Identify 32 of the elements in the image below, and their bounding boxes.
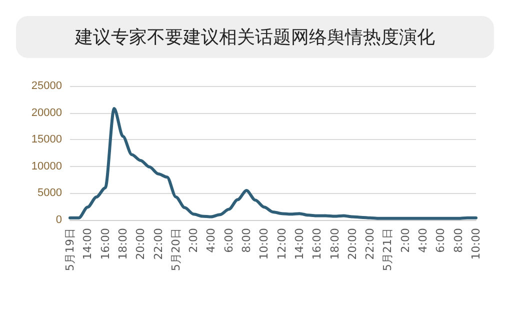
x-tick-label: 18:00 (328, 228, 342, 260)
x-tick-label: 20:00 (346, 228, 359, 260)
y-tick-label: 15000 (31, 134, 62, 146)
x-tick-label: 6:00 (434, 228, 448, 253)
x-tick-label: 14:00 (292, 228, 306, 260)
x-tick-label: 8:00 (452, 228, 465, 253)
x-tick-label: 16:00 (98, 228, 112, 260)
x-tick-label: 10:00 (470, 228, 482, 260)
x-tick-label: 22:00 (364, 228, 377, 260)
x-tick-label: 14:00 (81, 228, 94, 260)
x-tick-label: 6:00 (222, 228, 236, 253)
x-tick-label: 5月20日 (169, 228, 182, 271)
x-tick-label: 12:00 (275, 228, 288, 260)
x-tick-label: 2:00 (398, 228, 412, 253)
chart-title: 建议专家不要建议相关话题网络舆情热度演化 (16, 16, 494, 58)
y-tick-label: 0 (56, 214, 62, 226)
x-tick-label: 16:00 (310, 228, 324, 260)
x-tick-label: 2:00 (187, 228, 200, 253)
x-tick-label: 4:00 (416, 228, 430, 253)
x-tick-label: 10:00 (258, 228, 271, 260)
y-tick-label: 25000 (31, 80, 62, 92)
line-series (68, 107, 478, 220)
x-tick-label: 8:00 (240, 228, 254, 253)
x-tick-label: 18:00 (116, 228, 130, 260)
x-tick-label: 4:00 (204, 228, 218, 253)
y-tick-label: 10000 (31, 160, 62, 172)
x-tick-label: 20:00 (134, 228, 148, 260)
y-tick-label: 5000 (38, 187, 62, 200)
x-tick-label: 5月19日 (64, 228, 76, 271)
x-tick-label: 5月21日 (381, 228, 394, 271)
y-tick-label: 20000 (31, 106, 62, 119)
x-tick-label: 22:00 (152, 228, 165, 260)
